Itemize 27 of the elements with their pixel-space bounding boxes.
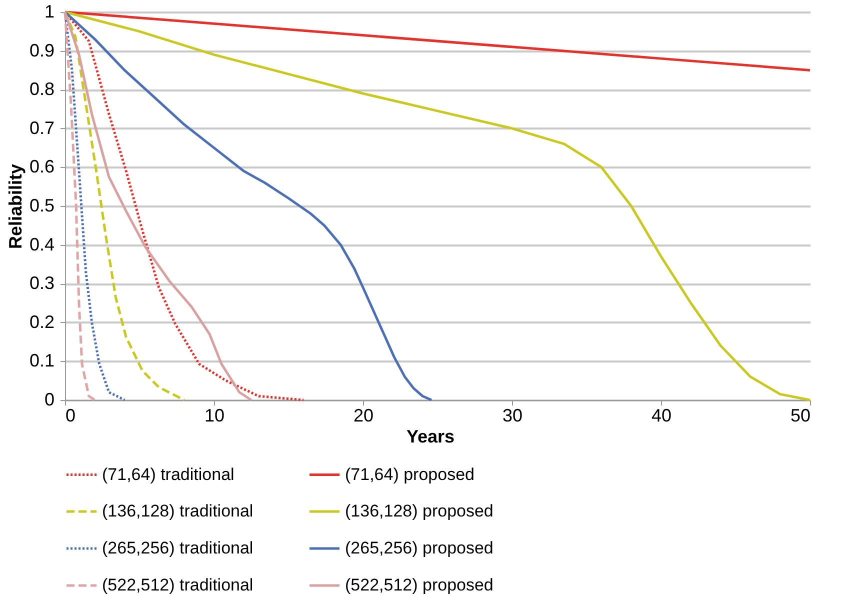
y-tick-label: 0.1 <box>29 350 54 371</box>
x-axis-title: Years <box>406 426 455 446</box>
y-tick-label: 0.3 <box>29 273 54 294</box>
x-tick-label: 20 <box>353 406 374 426</box>
legend-label: (522,512) proposed <box>345 576 494 594</box>
legend-label: (265,256) proposed <box>345 538 494 558</box>
y-tick-label: 0.8 <box>29 79 54 100</box>
legend-label: (265,256) traditional <box>102 538 254 558</box>
x-tick-label: 40 <box>651 406 672 426</box>
y-tick-label: 0.5 <box>29 196 54 216</box>
y-tick-label: 0.6 <box>29 156 54 177</box>
y-tick-label: 0 <box>44 390 54 410</box>
legend-label: (522,512) traditional <box>102 576 254 594</box>
x-tick-label: 30 <box>502 406 523 426</box>
y-tick-label: 1 <box>44 2 54 22</box>
legend-label: (71,64) traditional <box>102 464 234 484</box>
legend-label: (136,128) traditional <box>102 502 254 520</box>
y-tick-label: 0.7 <box>29 118 54 138</box>
legend-label: (136,128) proposed <box>345 502 494 520</box>
y-tick-label: 0.9 <box>29 40 54 60</box>
y-tick-label: 0.4 <box>29 234 54 254</box>
y-axis-title: Reliability <box>5 164 26 250</box>
legend-label: (71,64) proposed <box>345 464 474 484</box>
y-tick-label: 0.2 <box>29 312 54 332</box>
x-tick-label: 50 <box>790 406 810 426</box>
x-tick-label: 0 <box>66 406 76 426</box>
x-tick-label: 10 <box>204 406 225 426</box>
